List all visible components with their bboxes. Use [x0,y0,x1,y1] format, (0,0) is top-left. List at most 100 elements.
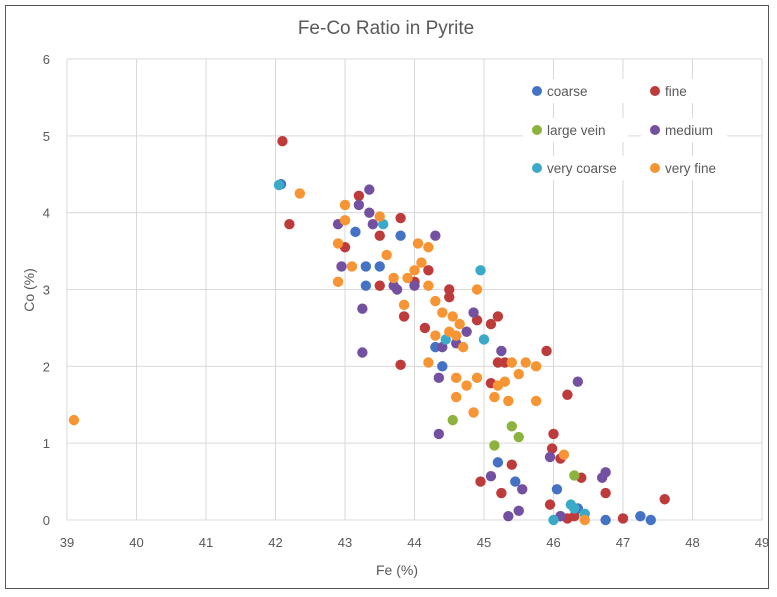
data-point-fine [444,291,455,303]
data-point-fine [546,443,558,454]
data-point-very-fine [409,265,420,276]
data-point-coarse [360,261,372,272]
data-point-fine [617,513,629,524]
data-point-medium [364,184,375,195]
legend-marker-medium [650,125,660,135]
legend-marker-coarse [532,86,542,96]
x-tick-label: 42 [268,535,282,550]
data-point-large-vein [569,470,580,481]
data-point-medium [517,484,528,495]
data-point-medium [353,199,365,211]
data-point-medium [600,467,611,478]
data-point-very-fine [339,215,351,226]
data-point-very-fine [451,391,462,403]
data-point-very-fine [503,395,514,407]
data-point-medium [485,471,497,482]
data-point-large-vein [506,421,517,432]
data-point-very-fine [381,249,392,261]
data-point-fine [569,510,580,522]
x-tick-label: 40 [129,535,143,550]
data-point-very-fine [579,514,590,526]
data-point-fine [485,318,497,330]
data-point-medium [364,207,375,218]
legend-label: very coarse [547,161,617,176]
data-point-fine [492,311,504,322]
data-point-fine [277,136,288,147]
legend-label: fine [665,84,687,99]
legend-marker-very-fine [650,163,660,173]
x-tick-label: 39 [60,535,74,550]
y-axis-title: Co (%) [21,268,37,312]
data-point-fine [444,284,455,295]
data-point-medium [433,428,445,440]
data-point-medium [461,326,472,337]
data-point-fine [284,218,295,230]
data-point-coarse [600,514,611,526]
data-point-fine [659,494,670,505]
x-tick-label: 49 [755,535,769,550]
data-point-medium [513,505,524,516]
data-point-very-fine [68,414,80,426]
data-point-large-vein [513,431,524,443]
y-tick-label: 2 [43,359,50,374]
data-point-very-fine [461,380,472,391]
data-point-medium [503,510,514,522]
data-point-very-fine [423,357,434,368]
data-point-large-vein [447,414,458,426]
legend-label: coarse [547,84,588,99]
legend-marker-fine [650,86,660,96]
data-point-fine [374,230,385,241]
data-point-very-fine [423,280,434,291]
data-point-large-vein [489,440,500,451]
data-point-very-fine [332,276,344,288]
data-point-very-fine [423,242,434,253]
data-point-medium [544,451,556,463]
data-point-very-fine [447,311,458,322]
legend-label: large vein [547,123,606,138]
y-tick-label: 4 [43,206,50,221]
data-point-very-fine [499,376,511,387]
data-point-medium [336,261,347,272]
y-tick-label: 0 [43,513,50,528]
data-point-coarse [645,514,656,526]
data-point-fine [548,428,559,440]
x-tick-label: 46 [546,535,560,550]
legend-marker-large-vein [532,125,542,135]
data-point-fine [544,499,556,510]
data-point-medium [409,280,420,291]
data-point-medium [572,376,584,387]
legend-label: medium [665,123,713,138]
x-tick-label: 43 [338,535,352,550]
data-point-very-fine [430,295,441,307]
data-point-fine [395,212,406,224]
legend-marker-very-coarse [532,163,542,173]
data-point-very-fine [346,261,358,272]
data-point-very-fine [558,449,570,460]
data-point-coarse [551,484,563,495]
x-tick-label: 47 [616,535,630,550]
data-point-fine [541,345,552,357]
data-point-very-fine [416,257,427,268]
data-point-medium [433,372,445,384]
data-point-medium [357,303,368,314]
data-point-very-fine [489,391,500,403]
data-point-very-fine [530,361,542,372]
data-point-very-fine [506,357,517,368]
data-point-very-fine [332,238,344,249]
data-point-fine [353,190,365,201]
data-point-very-coarse [569,503,580,514]
data-point-coarse [395,230,406,241]
data-point-very-fine [388,272,399,284]
data-point-very-coarse [475,265,486,276]
data-point-coarse [360,280,372,291]
data-point-fine [496,487,507,499]
data-point-very-fine [513,368,524,380]
data-point-very-fine [437,307,448,318]
data-point-medium [468,307,479,318]
x-tick-label: 45 [477,535,491,550]
data-point-coarse [635,510,646,522]
data-point-very-fine [430,330,441,341]
y-tick-label: 1 [43,436,50,451]
data-point-very-fine [471,284,483,295]
